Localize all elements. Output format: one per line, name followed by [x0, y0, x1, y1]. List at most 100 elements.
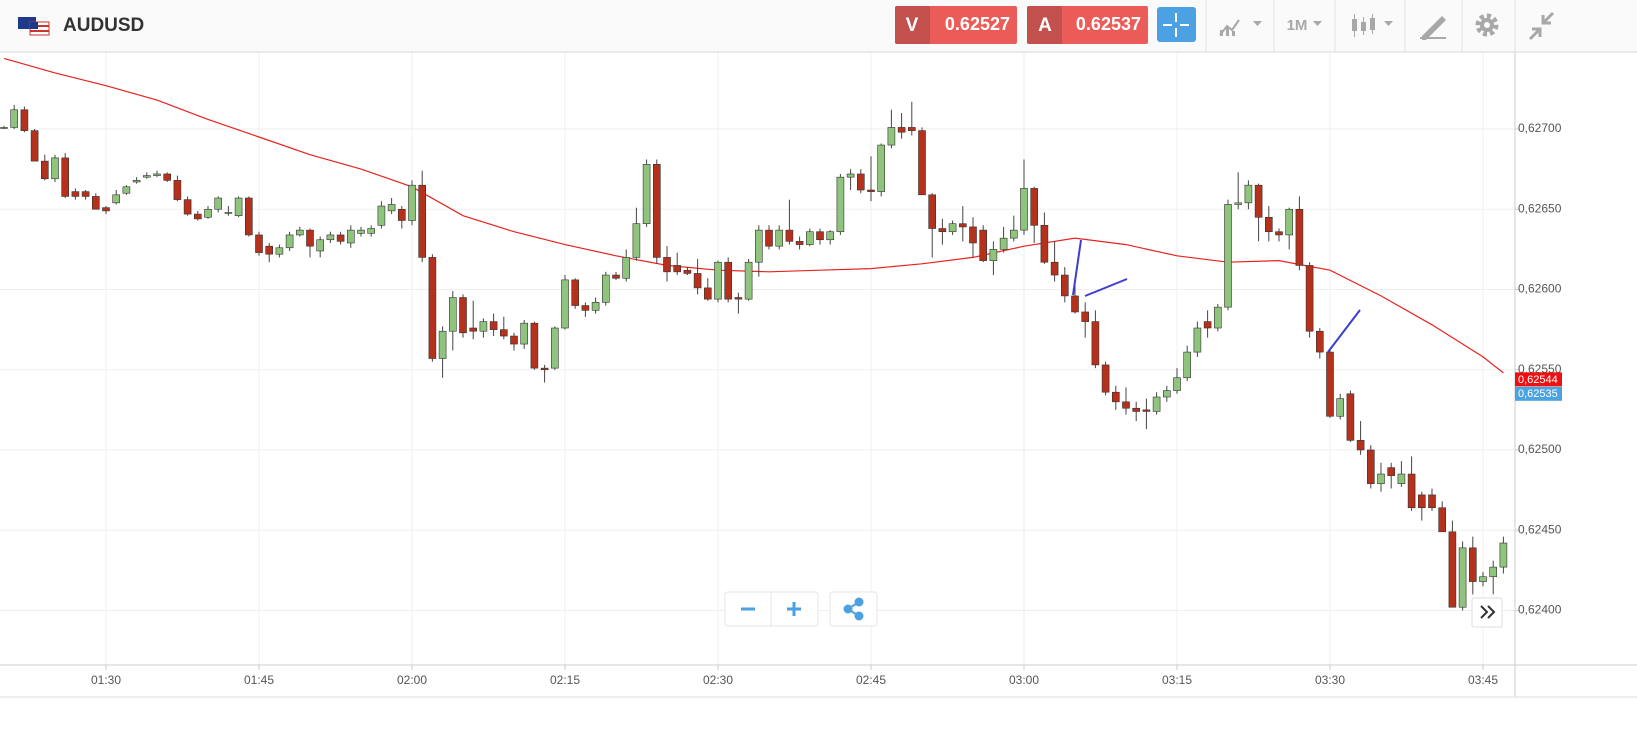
candle-body	[346, 229, 355, 244]
toolbar-separators	[1205, 0, 1516, 52]
settings-button[interactable]	[1475, 13, 1499, 37]
timeframe[interactable]: 1M	[1287, 17, 1308, 34]
price-tag-label: 0,62544	[1518, 374, 1558, 386]
timeframe-button[interactable]: 1M	[1287, 17, 1322, 34]
candle-body	[1040, 225, 1049, 263]
candle-body	[1265, 216, 1273, 233]
candle-body	[1071, 295, 1079, 313]
sell-price[interactable]: 0.62527	[945, 14, 1010, 34]
dropdown-arrow[interactable]	[1313, 21, 1322, 26]
x-tick-label: 03:30	[1315, 673, 1345, 687]
scroll-right-button[interactable]	[1471, 597, 1503, 628]
candle-body	[836, 176, 845, 233]
candle-body	[1061, 274, 1069, 297]
candle-body	[510, 335, 518, 345]
candle-body	[877, 144, 886, 192]
candle-body	[1316, 330, 1324, 353]
candle-body	[1377, 473, 1385, 484]
trend-line	[1327, 309, 1361, 353]
candle-body	[1112, 391, 1120, 403]
candle-body	[540, 367, 549, 371]
candle-body	[112, 194, 120, 204]
candle-body	[499, 329, 508, 337]
candle-body	[1122, 401, 1130, 409]
chart-type-button[interactable]	[1352, 14, 1393, 37]
sell-button[interactable]: V 0.62527	[895, 6, 1017, 44]
x-tick-label: 03:45	[1468, 673, 1498, 687]
y-tick-label: 0,62650	[1518, 201, 1562, 215]
candle-body	[969, 226, 977, 244]
candle-body	[479, 321, 488, 332]
candle-body	[214, 197, 222, 210]
candle-body	[867, 189, 875, 192]
candle-body	[663, 257, 671, 273]
candle-body	[173, 180, 182, 200]
candle-body	[1428, 494, 1436, 509]
candle-body	[1326, 351, 1334, 417]
buy-price[interactable]: 0.62537	[1076, 14, 1141, 34]
sell-label[interactable]: V	[906, 15, 919, 36]
candle-body	[1285, 208, 1293, 236]
trend-line	[1084, 278, 1128, 297]
candle-body	[245, 197, 253, 236]
candle-body	[418, 184, 427, 258]
candle-body	[1244, 184, 1253, 204]
candle-body	[622, 257, 631, 279]
candle-body	[561, 279, 569, 329]
header	[0, 0, 1637, 52]
candle-body	[989, 249, 998, 261]
candle-body	[489, 321, 498, 330]
price-tag	[1515, 372, 1562, 387]
candle-body	[255, 234, 263, 253]
y-tick-label: 0,62700	[1518, 121, 1562, 135]
candle-body	[122, 186, 131, 194]
candle-body	[1224, 204, 1232, 308]
candle-body	[1173, 377, 1181, 391]
buy-button-label-bg[interactable]	[1027, 6, 1062, 44]
candle-body	[928, 194, 937, 229]
x-tick-label: 02:00	[397, 673, 427, 687]
candle-body	[591, 302, 600, 311]
candle-body	[1101, 364, 1110, 393]
sell-button-label-bg[interactable]	[895, 6, 930, 44]
crosshair-button[interactable]	[1157, 7, 1196, 42]
zoom-controls	[724, 591, 878, 627]
collapse-button[interactable]	[1528, 11, 1555, 41]
candle-body	[1214, 306, 1222, 329]
zoom-in-button[interactable]	[787, 602, 801, 616]
candle-body	[673, 265, 682, 273]
buy-button[interactable]: A 0.62537	[1027, 6, 1148, 44]
candle-body	[438, 330, 447, 359]
candle-body	[367, 228, 376, 234]
crosshair-bg[interactable]	[1157, 7, 1196, 42]
candle-body	[958, 223, 967, 228]
share-bg[interactable]	[829, 591, 878, 627]
candle-body	[163, 173, 171, 181]
candle-body	[887, 127, 896, 146]
candle-body	[948, 223, 957, 233]
share-button[interactable]	[843, 597, 864, 621]
candle-body	[224, 212, 233, 214]
candle-body	[1367, 449, 1375, 484]
candle-body	[601, 274, 610, 303]
buy-label[interactable]: A	[1038, 15, 1052, 36]
candle-body	[581, 305, 590, 311]
symbol: AUDUSD	[63, 15, 144, 36]
candle-body	[1050, 261, 1059, 276]
x-tick-label: 02:45	[856, 673, 886, 687]
candle-body	[520, 322, 529, 345]
candle-body	[897, 127, 906, 133]
candle-body	[1448, 531, 1457, 608]
draw-button[interactable]	[1420, 16, 1446, 40]
candle-body	[683, 269, 692, 274]
candle-body	[40, 160, 49, 180]
crosshair-icon[interactable]	[1163, 13, 1189, 37]
indicator-button[interactable]	[1219, 19, 1262, 36]
x-tick-label: 03:15	[1162, 673, 1192, 687]
candle-body	[194, 213, 202, 220]
x-tick-label: 03:00	[1009, 673, 1039, 687]
candle-body	[1397, 473, 1406, 484]
candle-body	[1152, 396, 1161, 412]
flag-icon	[18, 17, 50, 36]
y-tick-label: 0,62500	[1518, 442, 1562, 456]
